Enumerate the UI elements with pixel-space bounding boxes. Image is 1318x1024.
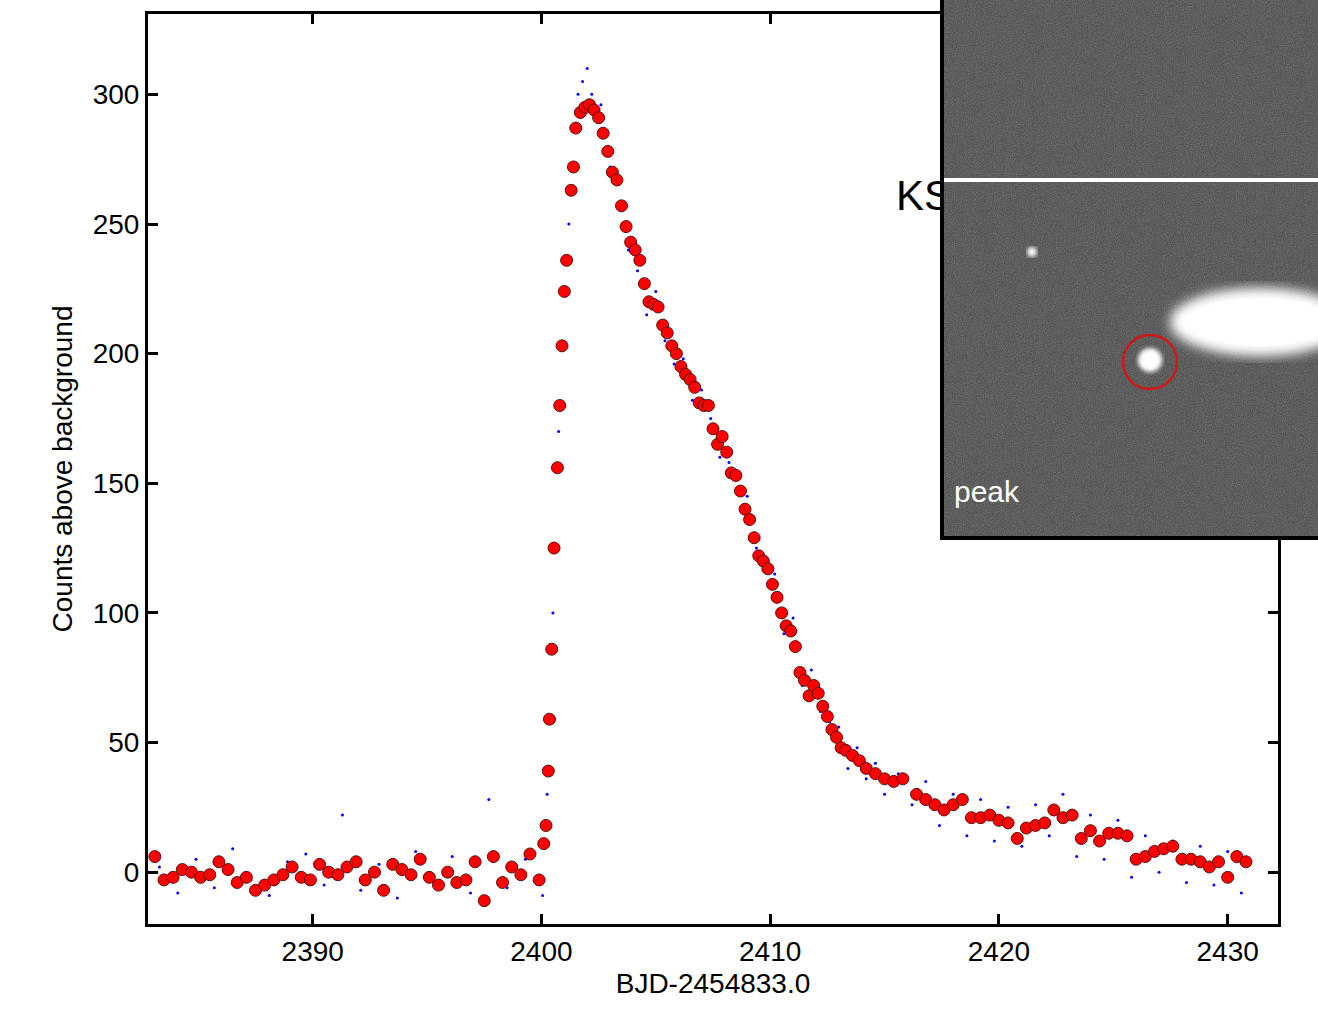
svg-text:2430: 2430 <box>1197 936 1259 967</box>
svg-text:0: 0 <box>124 857 140 888</box>
svg-text:2410: 2410 <box>739 936 801 967</box>
svg-text:BJD-2454833.0: BJD-2454833.0 <box>616 968 811 999</box>
svg-text:150: 150 <box>93 468 140 499</box>
svg-text:300: 300 <box>93 79 140 110</box>
svg-text:2400: 2400 <box>510 936 572 967</box>
svg-text:50: 50 <box>108 727 139 758</box>
svg-text:250: 250 <box>93 209 140 240</box>
svg-text:peak: peak <box>954 475 1020 508</box>
svg-text:Counts above background: Counts above background <box>47 306 78 633</box>
svg-text:100: 100 <box>93 598 140 629</box>
svg-text:KSN: KSN <box>896 172 983 219</box>
svg-text:200: 200 <box>93 338 140 369</box>
svg-text:2390: 2390 <box>282 936 344 967</box>
svg-text:2420: 2420 <box>968 936 1030 967</box>
